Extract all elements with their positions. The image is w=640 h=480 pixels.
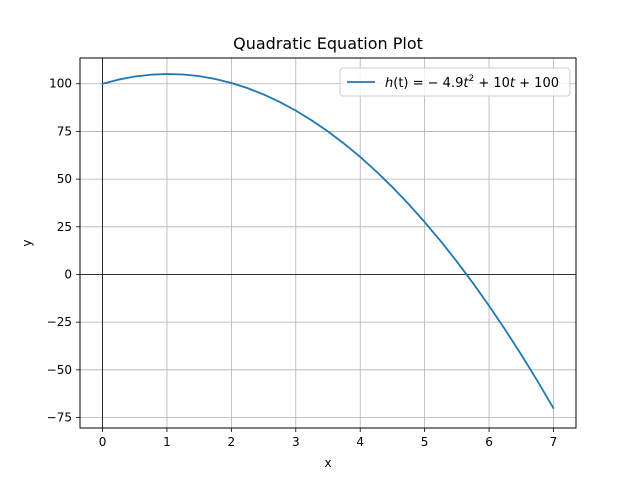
legend-label-t1: t	[463, 76, 469, 91]
x-tick-label: 5	[421, 435, 429, 449]
y-tick-label: 75	[57, 124, 72, 138]
legend-label-h: h	[385, 76, 393, 91]
x-tick-label: 2	[228, 435, 236, 449]
y-tick-label: −75	[47, 411, 72, 425]
y-tick-label: 25	[57, 220, 72, 234]
legend-label-tail: + 100	[515, 76, 559, 91]
series-layer	[101, 73, 555, 410]
y-tick-label: 0	[64, 267, 72, 281]
series-line	[101, 73, 555, 410]
x-tick-label: 0	[99, 435, 107, 449]
y-tick-label: −50	[47, 363, 72, 377]
ticks-layer: 0 1 2 3 4 5 6 7 −75 −50 −25 0 25 50 75 100	[47, 77, 558, 449]
reference-lines	[80, 58, 576, 428]
axes-layer	[79, 57, 577, 429]
x-tick-label: 6	[485, 435, 493, 449]
legend-label-t2: t	[510, 76, 516, 91]
legend-label-mid: + 10	[474, 76, 510, 91]
legend-box	[339, 67, 571, 97]
legend-label-exponent: 2	[468, 74, 474, 84]
y-axis-label: y	[20, 239, 34, 246]
y-tick-label: 50	[57, 172, 72, 186]
x-tick-label: 7	[550, 435, 558, 449]
legend: h(t) = − 4.9t2 + 10t + 100	[339, 67, 571, 97]
legend-label-prefix: (t) = − 4.9	[393, 76, 463, 91]
plot-frame	[79, 57, 577, 429]
x-tick-label: 4	[356, 435, 364, 449]
y-tick-label: 100	[49, 77, 72, 91]
x-axis-label: x	[324, 456, 331, 470]
x-tick-label: 3	[292, 435, 300, 449]
y-tick-label: −25	[47, 315, 72, 329]
legend-label: h(t) = − 4.9t2 + 10t + 100	[385, 74, 559, 91]
x-tick-label: 1	[163, 435, 171, 449]
chart-title: Quadratic Equation Plot	[233, 34, 423, 53]
